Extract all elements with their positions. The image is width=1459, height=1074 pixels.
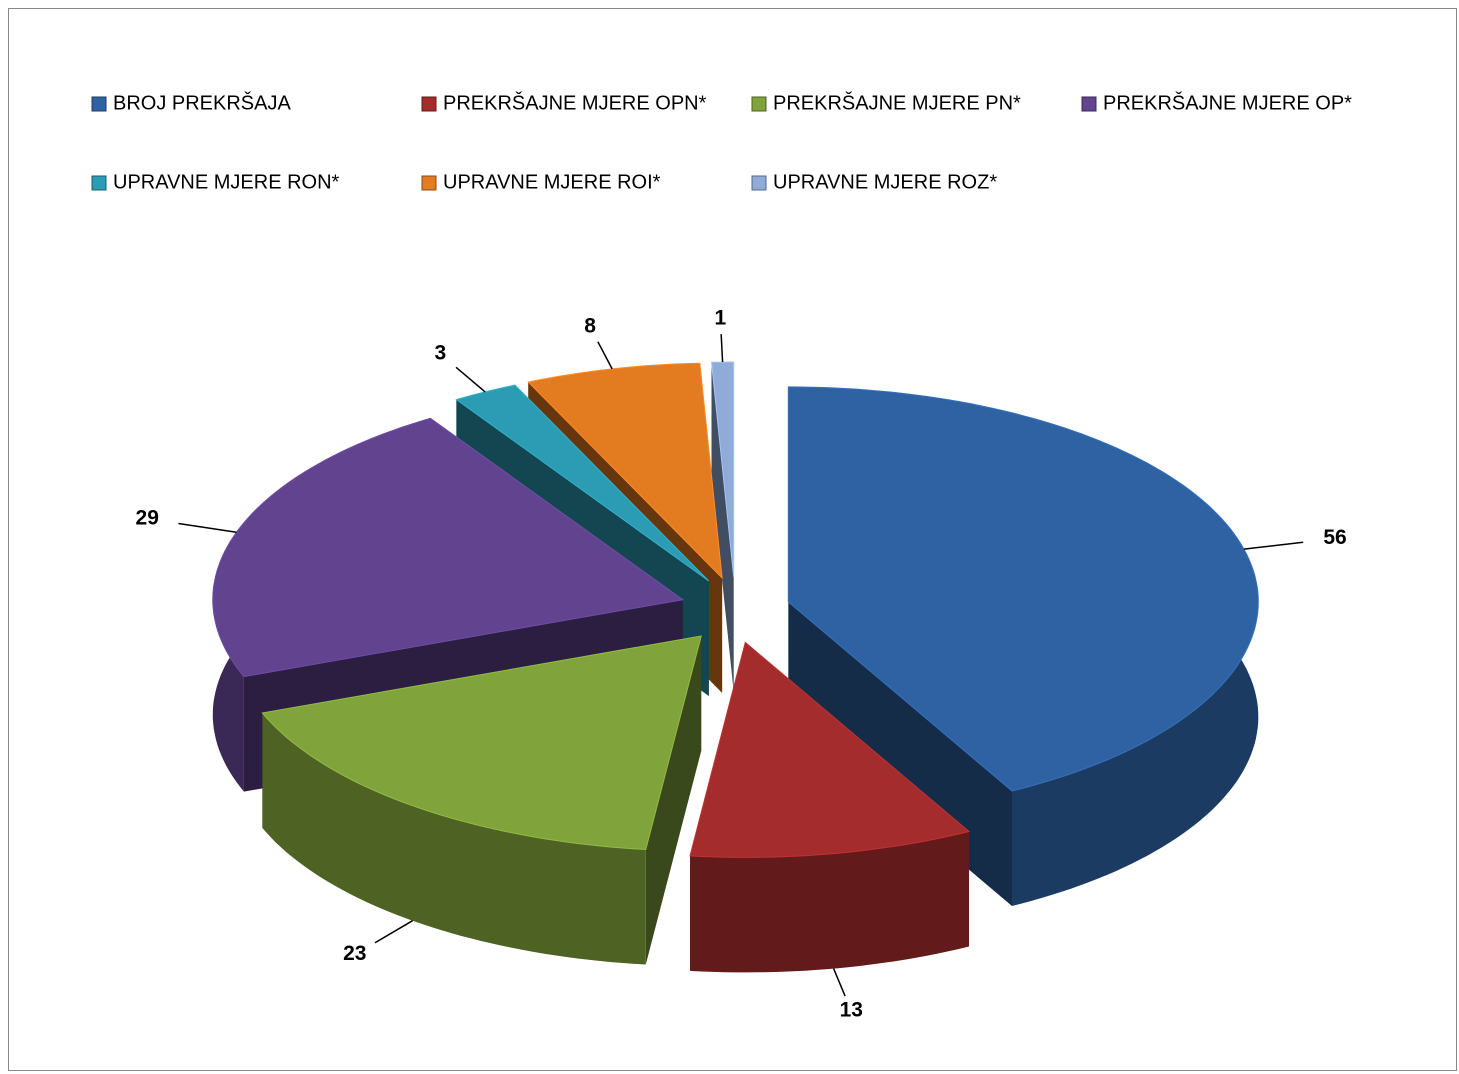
leader-line: [720, 334, 724, 363]
leader-line: [597, 341, 613, 370]
data-label: 3: [435, 342, 447, 365]
slice: [212, 417, 685, 678]
slice: [261, 635, 702, 851]
legend-label: PREKRŠAJNE MJERE OP*: [1103, 91, 1352, 114]
legend-swatch: [751, 175, 767, 191]
slice: [710, 361, 735, 578]
leader-line: [455, 366, 486, 393]
leader-line: [1243, 541, 1304, 550]
data-label: 13: [840, 998, 863, 1021]
slice-side: [645, 636, 702, 965]
legend-swatch: [91, 96, 107, 112]
legend-swatch: [91, 175, 107, 191]
data-label: 23: [343, 942, 366, 965]
slice: [787, 386, 1259, 792]
data-label: 29: [136, 506, 159, 529]
legend-label: PREKRŠAJNE MJERE PN*: [773, 91, 1021, 114]
legend-swatch: [751, 96, 767, 112]
slice-side: [690, 831, 969, 973]
leader-line: [374, 920, 413, 944]
legend-label: PREKRŠAJNE MJERE OPN*: [443, 91, 707, 114]
leader-line: [832, 968, 846, 997]
data-label: 1: [715, 307, 727, 330]
slice-side: [262, 713, 646, 965]
legend-label: UPRAVNE MJERE RON*: [113, 171, 340, 193]
legend-swatch: [421, 96, 437, 112]
leader-line: [178, 522, 237, 533]
legend-swatch: [1081, 96, 1097, 112]
slice-side: [711, 362, 734, 692]
legend-label: BROJ PREKRŠAJA: [113, 91, 291, 114]
legend-label: UPRAVNE MJERE ROI*: [443, 171, 661, 193]
legend-label: UPRAVNE MJERE ROZ*: [773, 171, 997, 193]
data-label: 56: [1323, 526, 1346, 549]
slice: [689, 641, 971, 858]
data-label: 8: [584, 315, 596, 338]
legend-swatch: [421, 175, 437, 191]
